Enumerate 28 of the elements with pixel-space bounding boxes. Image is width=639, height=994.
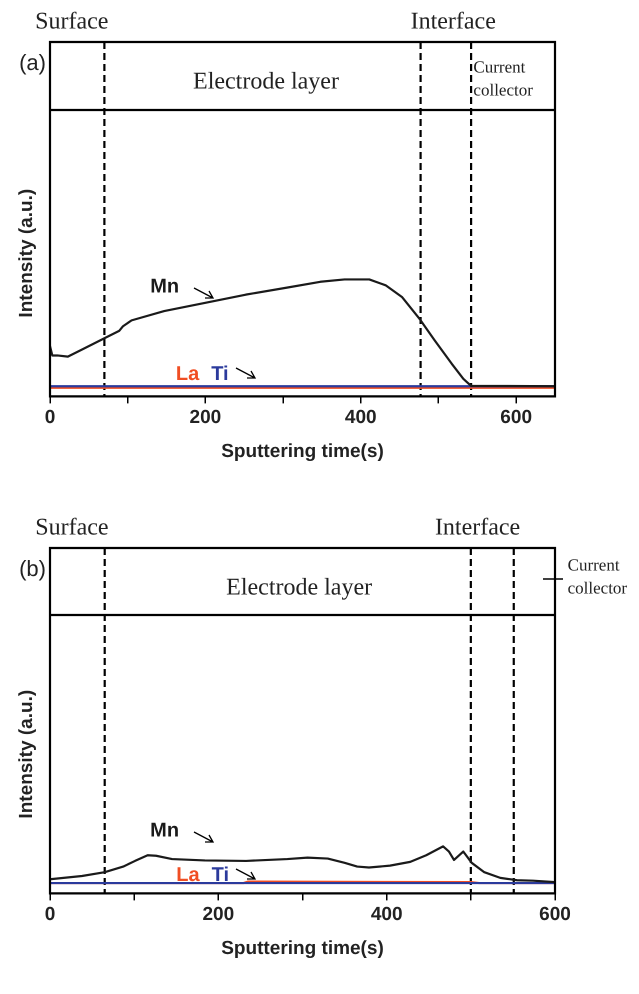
y-axis-title: Intensity (a.u.) [16,690,38,819]
text: Current collector [568,555,628,598]
x-tick-label: 0 [44,904,56,926]
text: Interface [410,8,496,34]
text: Surface [35,8,108,34]
text: Surface [35,514,109,540]
series-label: Ti [211,363,229,386]
series-label: La [176,864,200,886]
x-tick-label: 400 [344,407,377,428]
x-axis-title: Sputtering time(s) [221,938,384,959]
chart-title: (b) [19,556,46,582]
x-tick-label: 600 [539,904,571,926]
text: Interface [434,514,520,540]
y-axis-title: Intensity (a.u.) [16,188,38,318]
x-tick-label: 200 [202,904,234,926]
chart-title: (a) [19,50,46,76]
x-tick-label: 200 [190,407,222,428]
x-tick-label: 600 [500,407,532,428]
x-axis-title: Sputtering time(s) [221,440,384,462]
series-label: La [176,363,200,386]
series-label: Mn [150,819,180,842]
x-tick-label: 400 [370,904,403,926]
text: Electrode layer [226,574,372,600]
x-tick-label: 0 [44,407,56,428]
series-label: Mn [150,275,180,298]
text: Current collector [473,57,534,100]
text: Electrode layer [193,68,339,94]
series-label: Ti [212,864,230,886]
